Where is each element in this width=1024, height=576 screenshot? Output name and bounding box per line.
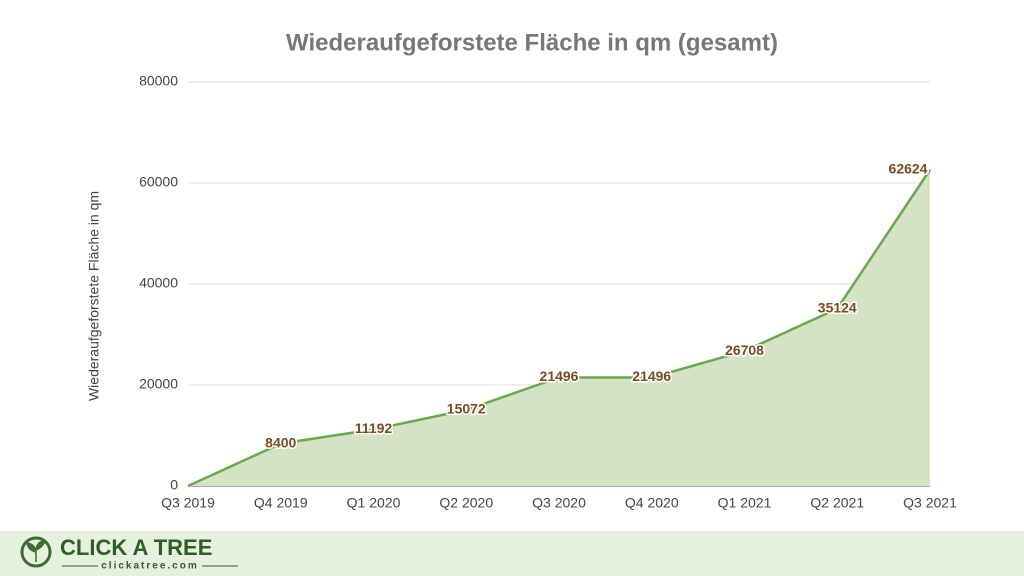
x-tick-label: Q3 2019 [161, 495, 215, 511]
y-axis-label: Wiederaufgeforstete Fläche in qm [86, 191, 102, 401]
x-tick-label: Q4 2019 [254, 495, 308, 511]
x-tick-label: Q3 2020 [532, 495, 586, 511]
data-label: 21496 [632, 368, 671, 384]
x-tick-label: Q4 2020 [625, 495, 679, 511]
data-label: 62624 [889, 160, 928, 176]
brand-name: CLICK A TREE [60, 535, 212, 560]
x-tick-label: Q2 2020 [439, 495, 493, 511]
logo-icon [20, 536, 52, 568]
data-label: 21496 [540, 368, 579, 384]
data-label: 35124 [818, 299, 857, 315]
data-label: 11192 [355, 420, 393, 436]
y-tick-label: 20000 [139, 376, 178, 392]
y-tick-label: 40000 [139, 275, 178, 291]
plot-area: 0 20000 40000 60000 80000 Q3 2019 Q4 2019 Q1 20… [139, 73, 957, 511]
line [187, 169, 932, 488]
x-tick-label: Q1 2020 [347, 495, 401, 511]
x-tick-label: Q3 2021 [903, 495, 957, 511]
y-tick-label: 80000 [139, 73, 178, 89]
brand-url: clickatree.com [101, 561, 199, 572]
data-label: 15072 [447, 401, 486, 417]
x-tick-label: Q1 2021 [718, 495, 772, 511]
data-label: 8400 [265, 434, 296, 450]
area [188, 169, 930, 487]
y-tick-label: 0 [170, 477, 178, 493]
footer-band [0, 531, 1024, 576]
data-label: 26708 [725, 342, 764, 358]
x-tick-label: Q2 2021 [810, 495, 864, 511]
chart-title: Wiederaufgeforstete Fläche in qm (gesamt… [286, 29, 778, 56]
y-tick-label: 60000 [139, 174, 178, 190]
